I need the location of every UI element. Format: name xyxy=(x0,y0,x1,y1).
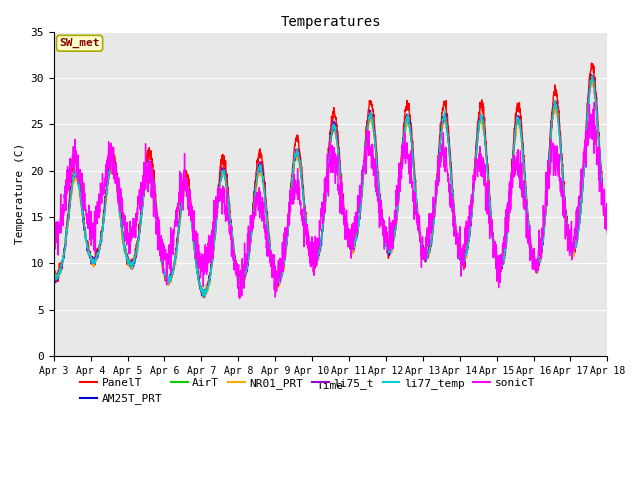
sonicT xyxy=(591,99,598,105)
li75_t xyxy=(347,246,355,252)
PanelT xyxy=(347,248,355,254)
Legend: PanelT, AM25T_PRT, AirT, NR01_PRT, li75_t, li77_temp, sonicT: PanelT, AM25T_PRT, AirT, NR01_PRT, li75_… xyxy=(76,373,540,409)
li75_t xyxy=(359,180,367,186)
NR01_PRT xyxy=(359,180,367,186)
sonicT xyxy=(555,156,563,162)
NR01_PRT xyxy=(604,219,611,225)
li75_t xyxy=(200,294,208,300)
NR01_PRT xyxy=(205,282,212,288)
PanelT xyxy=(588,60,595,66)
PanelT xyxy=(604,225,611,231)
AirT xyxy=(570,248,578,253)
li75_t xyxy=(570,245,578,251)
li77_temp xyxy=(604,228,611,234)
AirT xyxy=(604,225,611,230)
Line: AM25T_PRT: AM25T_PRT xyxy=(54,75,607,297)
li75_t xyxy=(604,223,611,228)
AirT xyxy=(555,121,563,127)
NR01_PRT xyxy=(200,295,208,300)
li77_temp xyxy=(570,244,578,250)
PanelT xyxy=(555,109,563,115)
AirT xyxy=(200,292,208,298)
NR01_PRT xyxy=(589,77,596,83)
NR01_PRT xyxy=(492,255,499,261)
NR01_PRT xyxy=(555,120,563,126)
PanelT xyxy=(570,245,578,251)
li77_temp xyxy=(359,180,367,185)
PanelT xyxy=(50,272,58,278)
Line: sonicT: sonicT xyxy=(54,102,607,299)
AM25T_PRT xyxy=(555,120,563,125)
AM25T_PRT xyxy=(359,179,367,184)
li75_t xyxy=(555,123,563,129)
AM25T_PRT xyxy=(347,244,355,250)
AirT xyxy=(347,244,355,250)
Line: NR01_PRT: NR01_PRT xyxy=(54,80,607,298)
Text: SW_met: SW_met xyxy=(60,38,100,48)
Line: PanelT: PanelT xyxy=(54,63,607,297)
NR01_PRT xyxy=(50,276,58,281)
AM25T_PRT xyxy=(604,220,611,226)
li75_t xyxy=(589,73,596,79)
AM25T_PRT xyxy=(201,294,209,300)
li77_temp xyxy=(50,275,58,280)
li75_t xyxy=(492,254,499,260)
sonicT xyxy=(347,239,355,244)
X-axis label: Time: Time xyxy=(317,381,344,391)
li77_temp xyxy=(347,244,355,250)
AirT xyxy=(205,282,212,288)
Y-axis label: Temperature (C): Temperature (C) xyxy=(15,143,25,244)
AM25T_PRT xyxy=(570,246,578,252)
sonicT xyxy=(570,233,578,239)
sonicT xyxy=(204,258,212,264)
AM25T_PRT xyxy=(50,272,58,278)
li77_temp xyxy=(588,73,596,79)
AirT xyxy=(359,179,367,185)
PanelT xyxy=(205,278,212,284)
PanelT xyxy=(492,249,499,254)
sonicT xyxy=(236,296,243,301)
AM25T_PRT xyxy=(492,255,499,261)
li77_temp xyxy=(205,282,212,288)
AirT xyxy=(492,254,499,260)
Line: li75_t: li75_t xyxy=(54,76,607,297)
sonicT xyxy=(359,168,367,173)
li77_temp xyxy=(492,255,499,261)
PanelT xyxy=(359,174,367,180)
li75_t xyxy=(50,272,58,277)
PanelT xyxy=(201,294,209,300)
AM25T_PRT xyxy=(205,284,212,289)
Line: li77_temp: li77_temp xyxy=(54,76,607,297)
AirT xyxy=(50,272,58,277)
sonicT xyxy=(492,252,499,258)
AM25T_PRT xyxy=(588,72,596,78)
AirT xyxy=(588,75,596,81)
Line: AirT: AirT xyxy=(54,78,607,295)
li75_t xyxy=(205,282,212,288)
sonicT xyxy=(604,231,611,237)
sonicT xyxy=(50,226,58,231)
li77_temp xyxy=(555,120,563,126)
NR01_PRT xyxy=(570,249,578,254)
li77_temp xyxy=(200,294,207,300)
Title: Temperatures: Temperatures xyxy=(280,15,381,29)
NR01_PRT xyxy=(347,248,355,253)
